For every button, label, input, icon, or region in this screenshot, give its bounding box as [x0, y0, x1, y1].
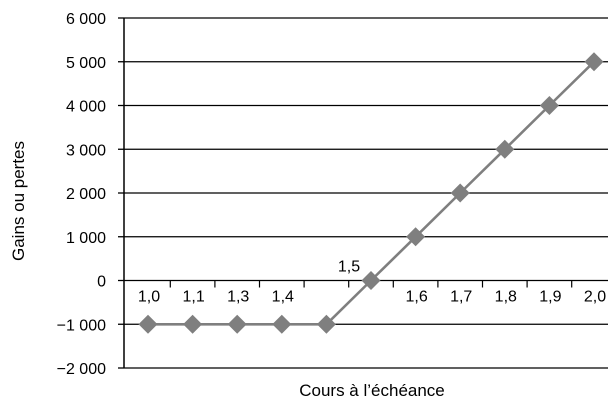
- y-tick-label: 6 000: [66, 11, 106, 28]
- y-tick-label: 4 000: [66, 99, 106, 116]
- data-point-marker: [227, 314, 247, 334]
- x-tick-label: 1,6: [405, 289, 427, 306]
- x-tick-label: 2,0: [584, 289, 606, 306]
- x-tick-label: 1,0: [138, 289, 160, 306]
- data-point-marker: [316, 314, 336, 334]
- x-tick-label: 1,9: [539, 289, 561, 306]
- y-tick-label: −2 000: [57, 361, 106, 378]
- data-point-marker: [138, 314, 158, 334]
- x-tick-labels: 1,0 1,1 1,3 1,4 1,5 1,6 1,7 1,8 1,9 2,0: [138, 259, 606, 306]
- y-tick-label: −1 000: [57, 317, 106, 334]
- y-tick-label: 3 000: [66, 142, 106, 159]
- data-point-marker: [539, 96, 559, 115]
- data-point-marker: [406, 227, 426, 247]
- axes: [118, 17, 573, 369]
- y-tick-label: 5 000: [66, 55, 106, 72]
- x-tick-label: 1,1: [182, 289, 204, 306]
- x-tick-label: 1,7: [450, 289, 472, 306]
- x-axis-label: Cours à l’échéance: [299, 381, 445, 400]
- x-tick-label: 1,4: [272, 289, 294, 306]
- y-axis-label: Gains ou pertes: [9, 141, 28, 261]
- y-tick-labels: 6 000 5 000 4 000 3 000 2 000 1 000 0 −1 000 −2 …: [57, 11, 106, 378]
- data-point-marker: [183, 314, 203, 334]
- y-tick-label: 0: [97, 274, 106, 291]
- data-point-marker: [361, 271, 381, 290]
- data-point-marker: [495, 139, 515, 159]
- series-markers: [138, 52, 604, 334]
- x-tick-label: 1,8: [495, 289, 517, 306]
- x-tick-label: 1,5: [338, 259, 360, 276]
- gridlines: [124, 17, 608, 369]
- data-point-marker: [450, 183, 470, 203]
- x-tick-label: 1,3: [227, 289, 249, 306]
- y-tick-label: 1 000: [66, 230, 106, 247]
- y-tick-label: 2 000: [66, 186, 106, 203]
- data-point-marker: [272, 314, 292, 334]
- data-point-marker: [584, 52, 604, 72]
